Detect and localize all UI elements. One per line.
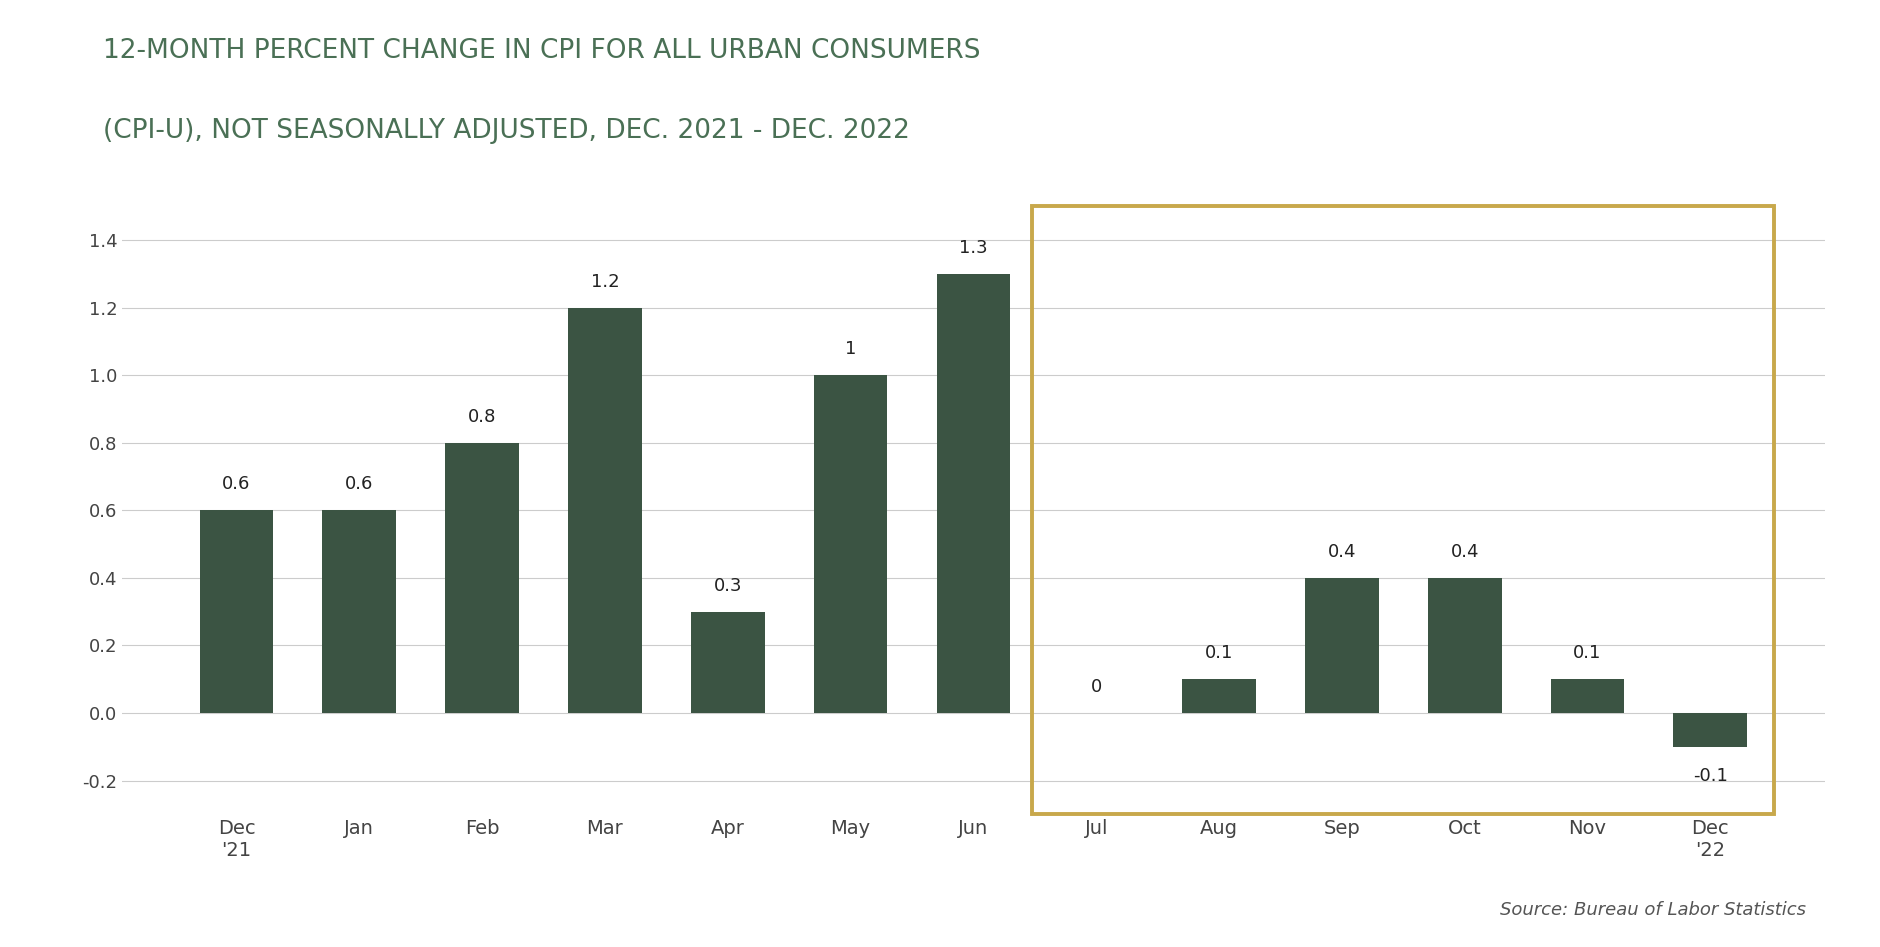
- Bar: [1549, 679, 1624, 713]
- Bar: [1305, 578, 1378, 713]
- Bar: [446, 443, 519, 713]
- Text: 1.3: 1.3: [959, 239, 987, 257]
- Bar: [936, 274, 1010, 713]
- Text: 0.3: 0.3: [713, 577, 741, 595]
- Text: 0.8: 0.8: [468, 408, 496, 426]
- Bar: [1183, 679, 1256, 713]
- Bar: [321, 510, 397, 713]
- Text: 0.6: 0.6: [222, 475, 250, 493]
- Text: Source: Bureau of Labor Statistics: Source: Bureau of Labor Statistics: [1498, 901, 1805, 919]
- Text: 1.2: 1.2: [590, 273, 619, 291]
- Text: 0.6: 0.6: [344, 475, 374, 493]
- Text: 1: 1: [844, 340, 855, 358]
- Bar: [814, 375, 887, 713]
- Text: 0.1: 0.1: [1205, 644, 1233, 662]
- Text: 0.4: 0.4: [1327, 543, 1355, 561]
- Text: -0.1: -0.1: [1692, 767, 1728, 785]
- Text: 0.4: 0.4: [1449, 543, 1478, 561]
- Bar: [199, 510, 273, 713]
- Text: 0.1: 0.1: [1572, 644, 1602, 662]
- Text: 12-MONTH PERCENT CHANGE IN CPI FOR ALL URBAN CONSUMERS: 12-MONTH PERCENT CHANGE IN CPI FOR ALL U…: [103, 38, 981, 63]
- Bar: [690, 612, 763, 713]
- Text: 0: 0: [1090, 678, 1102, 696]
- Text: (CPI-U), NOT SEASONALLY ADJUSTED, DEC. 2021 - DEC. 2022: (CPI-U), NOT SEASONALLY ADJUSTED, DEC. 2…: [103, 118, 910, 144]
- Bar: [1673, 713, 1747, 747]
- Bar: [568, 308, 641, 713]
- Bar: [1427, 578, 1500, 713]
